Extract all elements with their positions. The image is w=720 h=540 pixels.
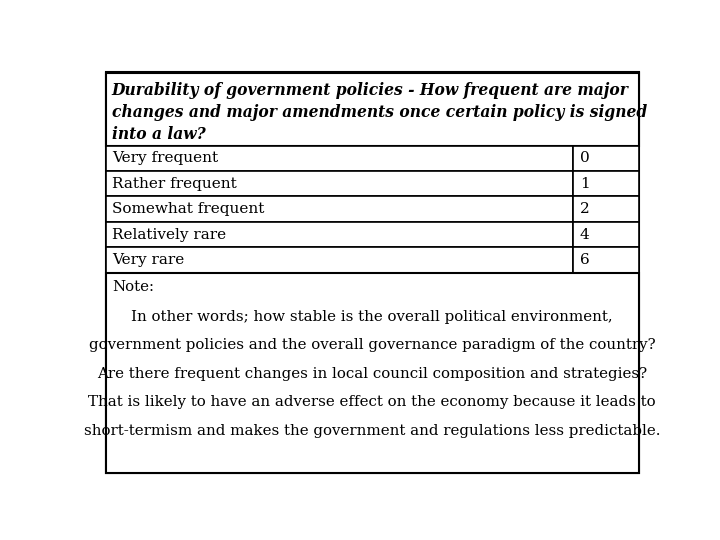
Text: short-termism and makes the government and regulations less predictable.: short-termism and makes the government a… xyxy=(84,423,660,437)
Text: Durability of government policies - How frequent are major: Durability of government policies - How … xyxy=(112,82,629,99)
Bar xyxy=(574,197,639,222)
Text: Very frequent: Very frequent xyxy=(112,151,218,165)
Bar xyxy=(106,197,574,222)
Bar xyxy=(574,222,639,247)
Bar xyxy=(106,171,574,197)
Bar xyxy=(106,146,574,171)
Bar xyxy=(106,222,574,247)
Text: 2: 2 xyxy=(580,202,590,216)
Text: 6: 6 xyxy=(580,253,590,267)
Text: Are there frequent changes in local council composition and strategies?: Are there frequent changes in local coun… xyxy=(97,367,647,381)
Text: Very rare: Very rare xyxy=(112,253,184,267)
Text: That is likely to have an adverse effect on the economy because it leads to: That is likely to have an adverse effect… xyxy=(89,395,656,409)
Text: Relatively rare: Relatively rare xyxy=(112,227,226,241)
Text: 1: 1 xyxy=(580,177,590,191)
Text: Rather frequent: Rather frequent xyxy=(112,177,237,191)
Bar xyxy=(574,146,639,171)
Text: Somewhat frequent: Somewhat frequent xyxy=(112,202,264,216)
Text: government policies and the overall governance paradigm of the country?: government policies and the overall gove… xyxy=(89,338,655,352)
Text: changes and major amendments once certain policy is signed: changes and major amendments once certai… xyxy=(112,104,647,121)
Bar xyxy=(574,171,639,197)
Text: In other words; how stable is the overall political environment,: In other words; how stable is the overal… xyxy=(131,309,613,323)
Bar xyxy=(106,247,574,273)
Text: 0: 0 xyxy=(580,151,590,165)
Bar xyxy=(106,273,639,473)
Bar xyxy=(574,247,639,273)
Bar xyxy=(106,72,639,146)
Text: Note:: Note: xyxy=(112,280,154,294)
Text: 4: 4 xyxy=(580,227,590,241)
Text: into a law?: into a law? xyxy=(112,126,206,144)
